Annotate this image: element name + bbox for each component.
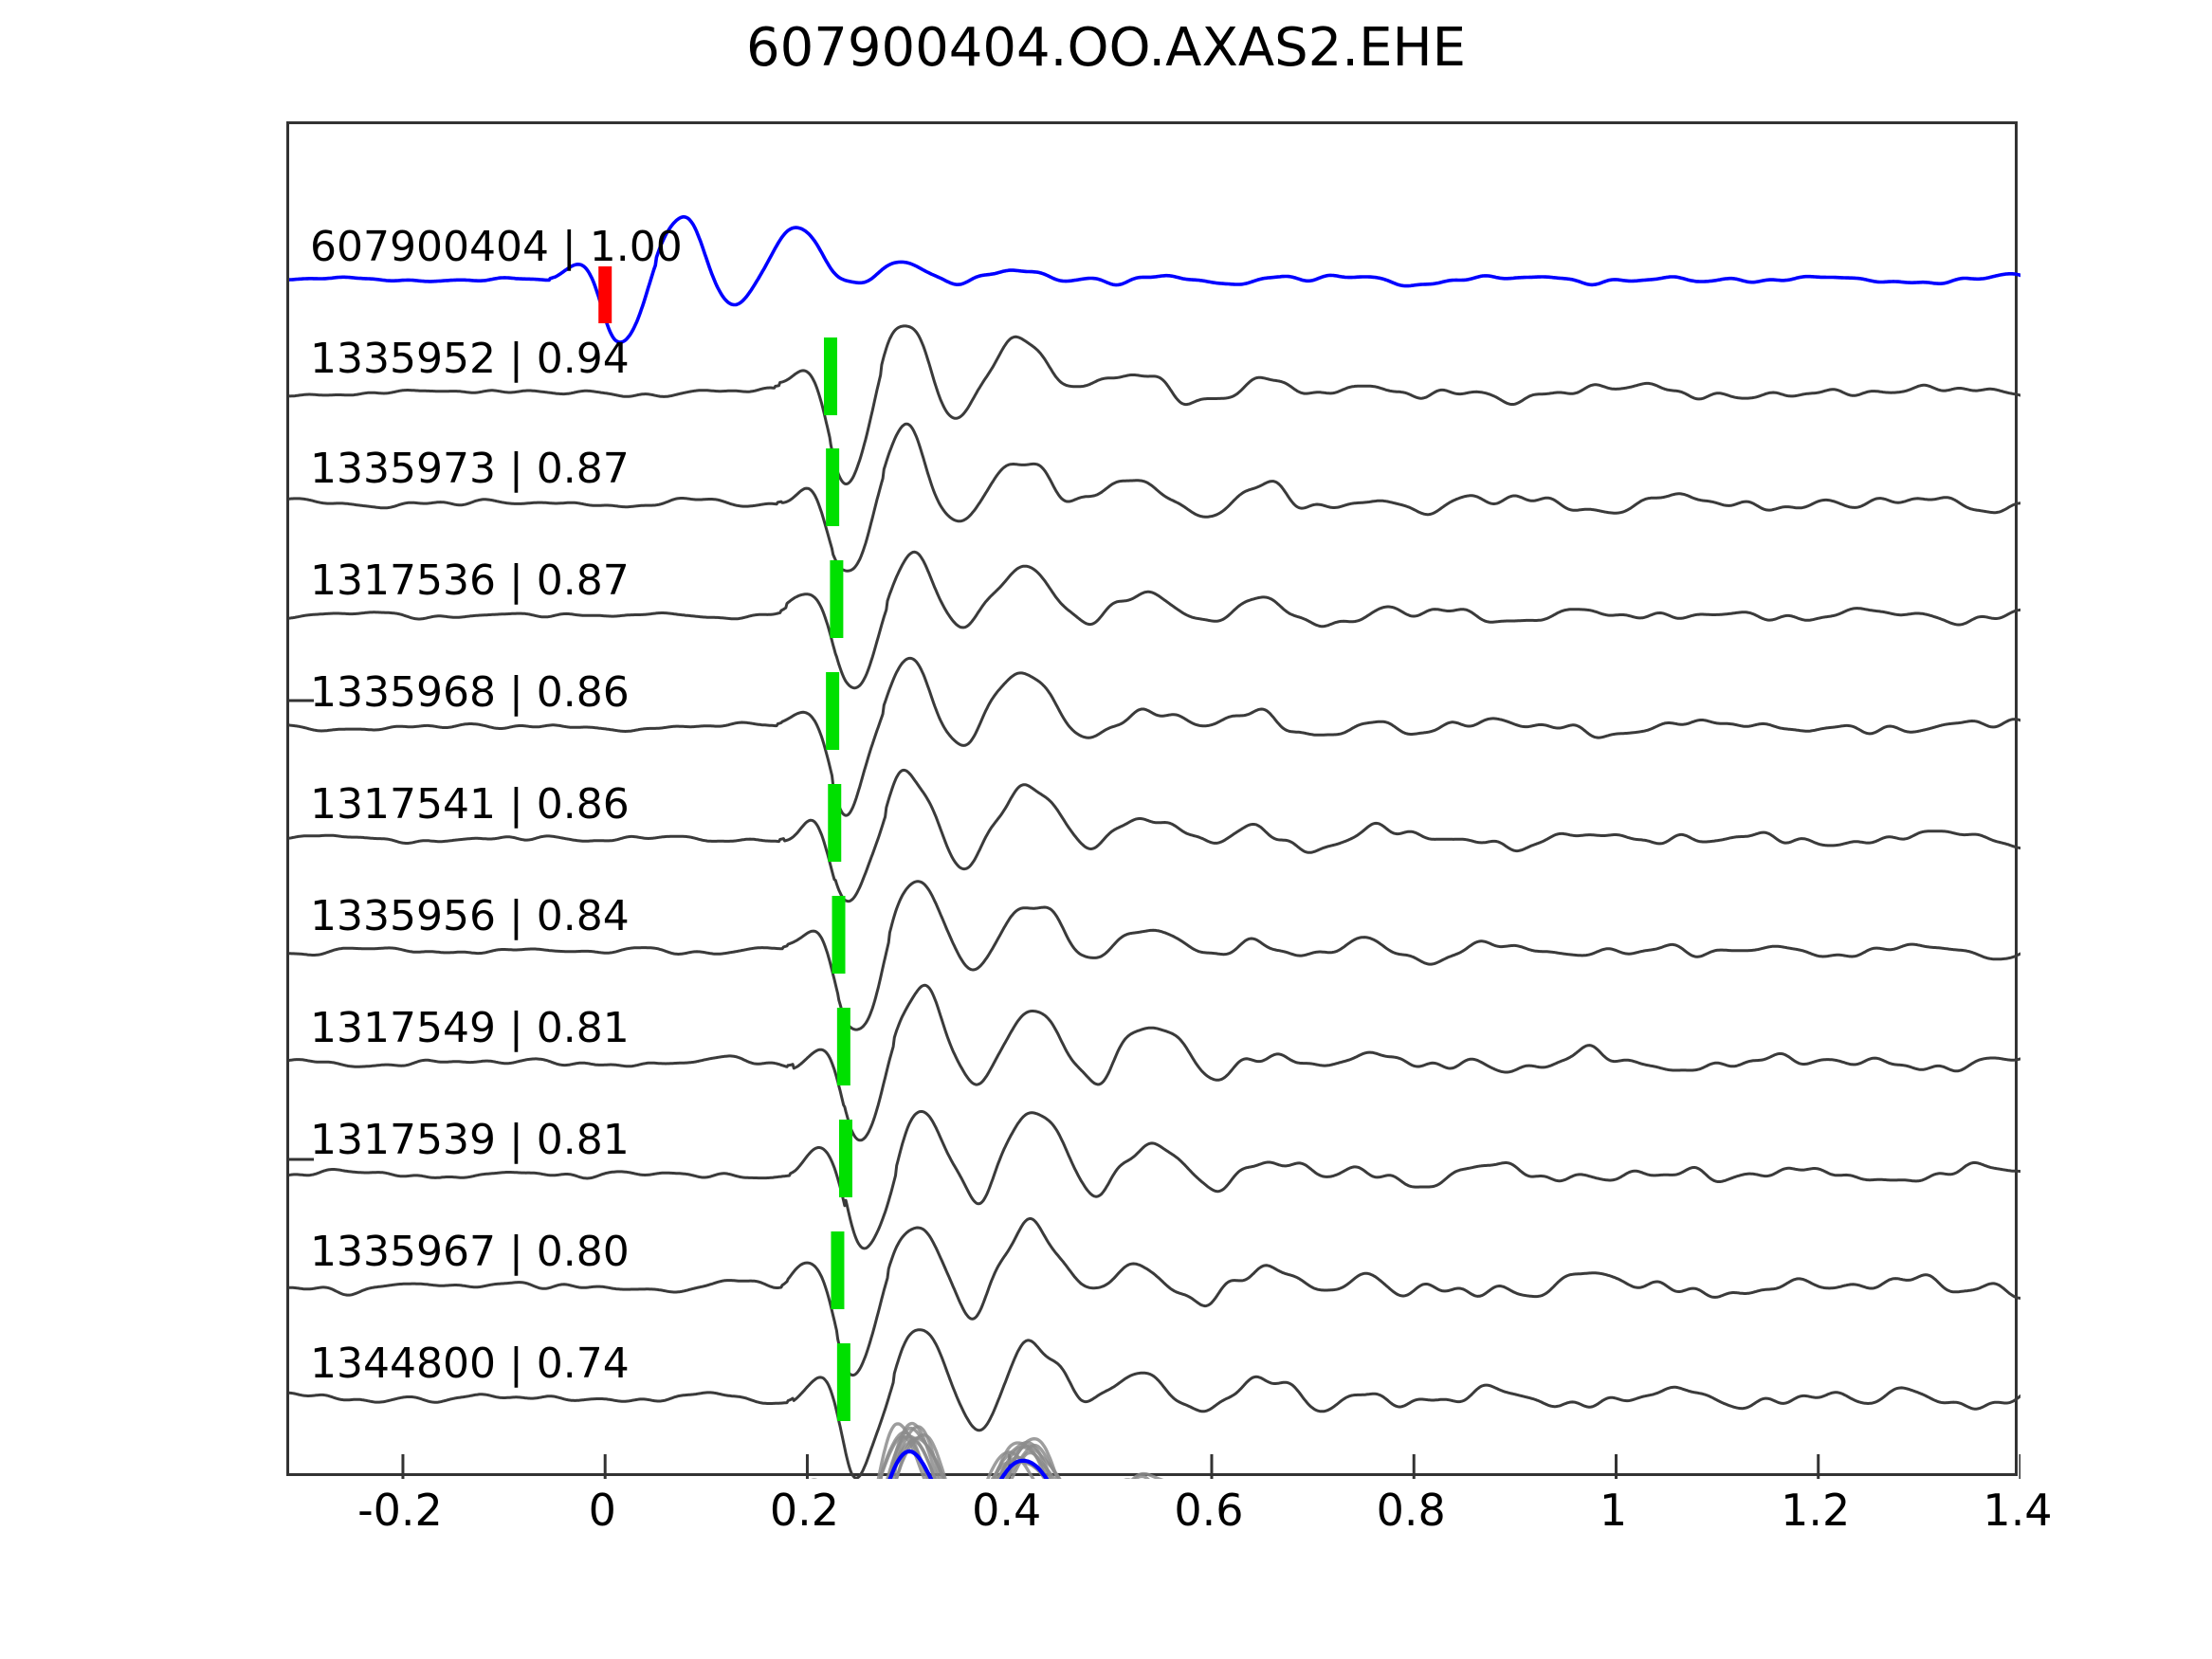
trace-label-1317539: 1317539 | 0.81 — [310, 1116, 630, 1164]
overlay-aligned-trace — [876, 1422, 1132, 1479]
detection-pick-marker-1344800 — [836, 1343, 850, 1421]
overlay-aligned-trace — [878, 1434, 1047, 1479]
trace-label-1317541: 1317541 | 0.86 — [310, 780, 630, 829]
trace-label-1317549: 1317549 | 0.81 — [310, 1004, 630, 1052]
trace-group-1317536 — [289, 550, 2020, 690]
detection-waveform — [289, 1217, 2020, 1377]
overlay-aligned-trace — [888, 1439, 1048, 1479]
x-tick-label-8: 1.4 — [1983, 1485, 2053, 1536]
detection-pick-marker-1335968 — [826, 672, 840, 750]
x-tick-label-6: 1 — [1599, 1485, 1628, 1536]
trace-group-1317549 — [289, 983, 2020, 1142]
x-tick-label-3: 0.4 — [972, 1485, 1042, 1536]
detection-waveform — [289, 983, 2020, 1142]
plot-area: 607900404 | 1.00 1335952 | 0.94 1335973 | … — [286, 121, 2020, 1479]
trace-group-1317539 — [289, 1110, 2020, 1250]
trace-group-1344800 — [289, 1328, 2020, 1479]
x-axis-tick-labels: -0.2 0 0.2 0.4 0.6 0.8 1 1.2 1.4 — [286, 1485, 2053, 1560]
trace-group-1335956 — [289, 880, 2020, 1031]
detection-pick-marker-1317539 — [838, 1120, 852, 1197]
trace-group-1335952 — [289, 324, 2020, 485]
detection-pick-marker-1317541 — [828, 784, 842, 862]
overlay-aligned-trace — [889, 1426, 1057, 1479]
detection-waveform — [289, 550, 2020, 690]
trace-label-1335956: 1335956 | 0.84 — [310, 892, 630, 940]
detection-pick-marker-1335967 — [831, 1231, 845, 1309]
template-pick-marker — [598, 266, 612, 323]
overlay-aligned-trace — [879, 1431, 1150, 1479]
detection-pick-marker-1335952 — [823, 337, 837, 415]
trace-label-1344800: 1344800 | 0.74 — [310, 1340, 630, 1388]
detection-waveform — [289, 324, 2020, 485]
x-tick-label-1: 0 — [588, 1485, 616, 1536]
trace-group-1317541 — [289, 768, 2020, 903]
detection-pick-marker-1317549 — [836, 1008, 850, 1085]
trace-label-1335968: 1335968 | 0.86 — [310, 668, 630, 717]
overlay-aligned-trace — [886, 1434, 1053, 1479]
x-tick-label-5: 0.8 — [1376, 1485, 1446, 1536]
trace-label-1317536: 1317536 | 0.87 — [310, 556, 630, 605]
waveform-plot — [289, 215, 2020, 1479]
trace-group-607900404 — [289, 215, 2020, 344]
trace-group-1335973 — [289, 422, 2020, 573]
detection-waveform — [289, 880, 2020, 1031]
page-title: 607900404.OO.AXAS2.EHE — [746, 17, 1466, 79]
template-waveform — [289, 215, 2020, 344]
detection-waveform — [289, 1110, 2020, 1250]
trace-group-1335968 — [289, 656, 2020, 817]
detection-waveform — [289, 1328, 2020, 1479]
detection-waveform — [289, 656, 2020, 817]
overlay-aligned-trace — [894, 1433, 1062, 1479]
overlay-stack — [811, 1421, 1164, 1479]
detection-pick-marker-1317536 — [830, 560, 844, 638]
trace-label-1335973: 1335973 | 0.87 — [310, 445, 630, 493]
overlay-aligned-trace — [892, 1425, 1060, 1479]
x-tick-label-7: 1.2 — [1781, 1485, 1851, 1536]
x-tick-label-4: 0.6 — [1174, 1485, 1244, 1536]
overlay-aligned-trace — [887, 1421, 1164, 1479]
trace-group-1335967 — [289, 1217, 2020, 1377]
trace-label-1335967: 1335967 | 0.80 — [310, 1228, 630, 1276]
trace-label-607900404: 607900404 | 1.00 — [310, 223, 683, 271]
overlay-aligned-trace — [811, 1436, 1062, 1479]
detection-pick-marker-1335956 — [832, 896, 846, 974]
detection-pick-marker-1335973 — [826, 448, 840, 526]
overlay-template-trace — [887, 1449, 1050, 1479]
x-tick-label-0: -0.2 — [357, 1485, 443, 1536]
detection-waveform — [289, 768, 2020, 903]
detection-waveform — [289, 422, 2020, 573]
x-tick-label-2: 0.2 — [769, 1485, 840, 1536]
trace-label-1335952: 1335952 | 0.94 — [310, 335, 630, 383]
